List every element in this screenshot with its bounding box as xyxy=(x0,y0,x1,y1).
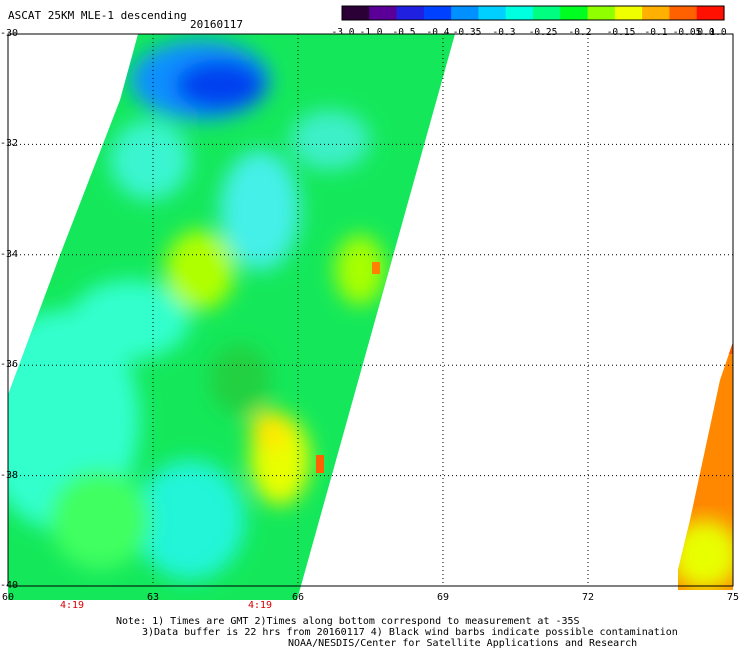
x-tick-label: 69 xyxy=(437,592,450,603)
y-tick-label: -38 xyxy=(0,469,19,481)
colorbar-segment xyxy=(369,6,398,20)
time-label-1: 4:19 xyxy=(60,600,85,611)
colorbar-segment xyxy=(451,6,480,20)
colorbar-segment xyxy=(642,6,671,20)
colorbar-tick-label: -0.25 xyxy=(529,27,558,38)
colorbar-segment xyxy=(614,6,643,20)
colorbar-segment xyxy=(587,6,616,20)
colorbar-tick-label: 1.0 xyxy=(709,27,726,38)
note-line-2: 3)Data buffer is 22 hrs from 20160117 4)… xyxy=(142,627,678,638)
colorbar-tick-label: -0.2 xyxy=(569,27,592,38)
y-tick-label: -30 xyxy=(0,28,19,39)
x-tick-label: 75 xyxy=(727,592,740,603)
colorbar-tick-label: -0.35 xyxy=(453,27,482,38)
x-tick-label: 60 xyxy=(2,592,15,603)
colorbar-tick-label: -0.5 xyxy=(393,27,416,38)
colorbar-tick-label: -3.0 xyxy=(332,27,355,38)
colorbar-tick-label: -0.1 xyxy=(645,27,668,38)
colorbar-tick-label: -1.0 xyxy=(360,27,383,38)
colorbar-segment xyxy=(505,6,534,20)
colorbar-segment xyxy=(560,6,589,20)
colorbar-segment xyxy=(696,6,725,20)
note-line-1: Note: 1) Times are GMT 2)Times along bot… xyxy=(116,616,580,627)
time-label-2: 4:19 xyxy=(248,600,273,611)
colorbar-tick-label: -0.4 xyxy=(427,27,450,38)
swath-main xyxy=(8,34,455,600)
y-tick-label: -32 xyxy=(0,138,19,150)
y-tick-label: -40 xyxy=(0,580,19,591)
note-line-3: NOAA/NESDIS/Center for Satellite Applica… xyxy=(288,638,638,649)
colorbar-segment xyxy=(533,6,561,20)
swath-east xyxy=(678,342,733,590)
colorbar-segment xyxy=(342,6,370,20)
colorbar-border xyxy=(341,5,725,21)
title: ASCAT 25KM MLE-1 descending xyxy=(8,9,187,22)
y-tick-label: -36 xyxy=(0,359,19,371)
x-tick-label: 66 xyxy=(292,592,305,603)
x-tick-label: 72 xyxy=(582,592,595,603)
date-label: 20160117 xyxy=(190,18,243,31)
colorbar-tick-label: -0.05 xyxy=(673,27,702,38)
x-tick-label: 63 xyxy=(147,592,160,603)
colorbar-segment xyxy=(396,6,425,20)
colorbar-tick-label: -0.3 xyxy=(493,27,516,38)
colorbar-tick-label: 0.0 xyxy=(697,27,714,38)
colorbar-segment xyxy=(478,6,507,20)
y-tick-label: -34 xyxy=(0,248,19,260)
colorbar: -3.0 -1.0 -0.5 -0.4 -0.35 -0.3 -0.25 -0.2 -0.15-… xyxy=(332,5,727,38)
graticule xyxy=(7,33,734,587)
colorbar-segment xyxy=(423,6,452,20)
colorbar-tick-label: -0.15 xyxy=(607,27,636,38)
colorbar-segment xyxy=(669,6,698,20)
